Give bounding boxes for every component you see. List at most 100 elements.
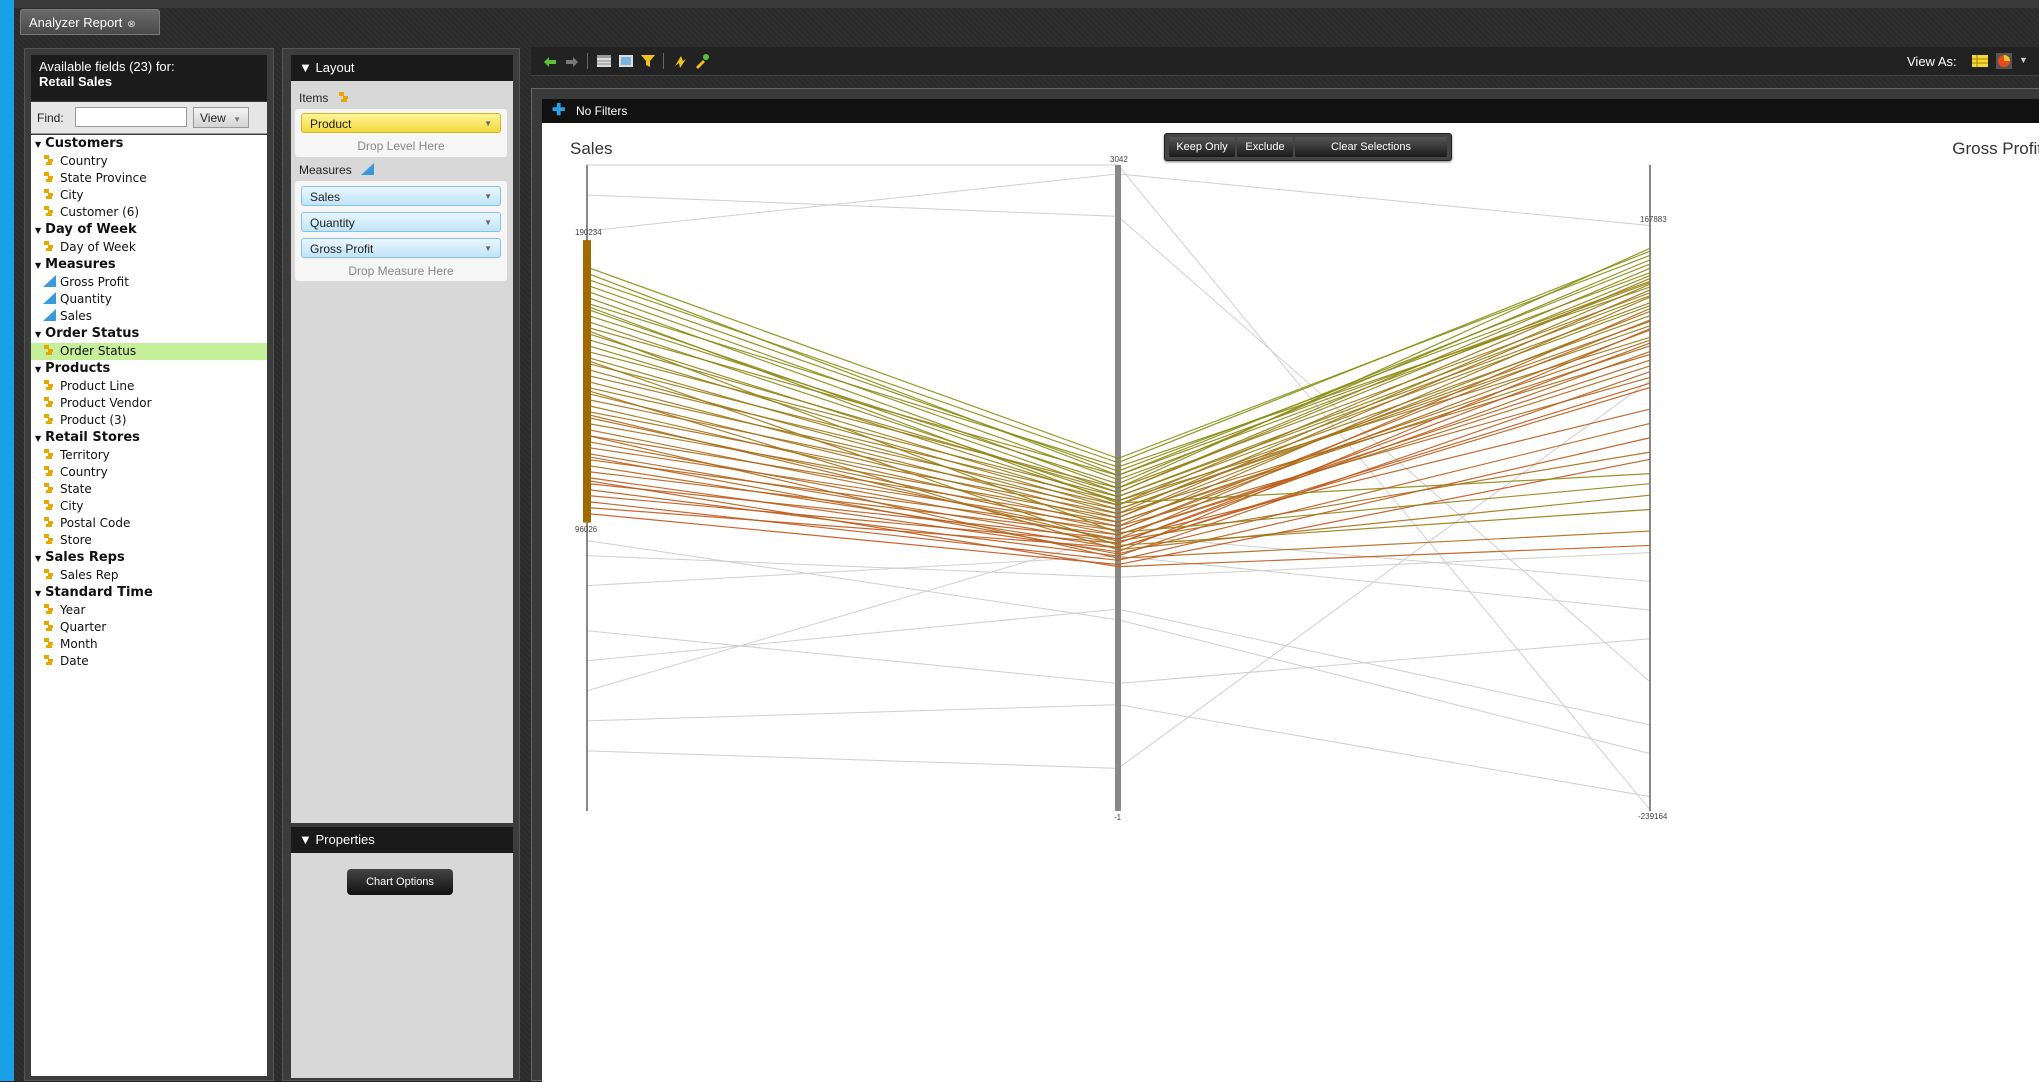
layout-panel: ▼ Layout Items Product ▼ Drop Level Here … — [282, 48, 520, 1081]
field-item[interactable]: Gross Profit — [31, 274, 267, 291]
chevron-down-icon[interactable]: ▼ — [484, 218, 492, 227]
chart-layout-icon[interactable] — [617, 52, 635, 70]
level-icon — [43, 171, 60, 185]
level-icon — [43, 533, 60, 547]
field-item-label: Sales Rep — [60, 568, 119, 582]
field-item[interactable]: Store — [31, 532, 267, 549]
field-item[interactable]: Territory — [31, 447, 267, 464]
field-item[interactable]: Order Status — [31, 343, 267, 360]
clear-selections-button[interactable]: Clear Selections — [1295, 137, 1447, 157]
tree-group[interactable]: ▼ Sales Reps — [31, 549, 267, 567]
field-item[interactable]: Date — [31, 653, 267, 670]
field-item-label: Quantity — [60, 292, 112, 306]
properties-header[interactable]: ▼ Properties — [291, 827, 513, 853]
measures-drop-zone[interactable]: Sales ▼ Quantity ▼ Gross Profit ▼ Drop Meas… — [295, 181, 507, 281]
add-filter-icon[interactable]: ✚ — [552, 102, 566, 119]
chart-options-button[interactable]: Chart Options — [347, 869, 453, 895]
drop-measure-hint: Drop Measure Here — [348, 264, 454, 278]
tree-group[interactable]: ▼ Measures — [31, 256, 267, 274]
field-item[interactable]: City — [31, 187, 267, 204]
gross-profit-max-label: 167883 — [1640, 215, 1667, 225]
data-line — [586, 376, 1651, 527]
chevron-down-icon[interactable]: ▼ — [484, 192, 492, 201]
chart-view-icon[interactable] — [1995, 52, 2013, 70]
field-item[interactable]: Country — [31, 153, 267, 170]
tree-group[interactable]: ▼ Retail Stores — [31, 429, 267, 447]
field-item[interactable]: Day of Week — [31, 239, 267, 256]
data-line — [586, 254, 1651, 460]
level-icon — [43, 205, 60, 219]
parallel-coordinates-chart[interactable]: Keep Only Exclude Clear Selections Sales… — [542, 123, 2039, 1082]
field-item[interactable]: Customer (6) — [31, 204, 267, 221]
find-input[interactable] — [75, 107, 187, 127]
field-item[interactable]: Month — [31, 636, 267, 653]
tree-group[interactable]: ▼ Day of Week — [31, 221, 267, 239]
data-line — [586, 320, 1651, 510]
field-item[interactable]: Year — [31, 602, 267, 619]
field-item[interactable]: Sales Rep — [31, 567, 267, 584]
measure-pill-quantity[interactable]: Quantity ▼ — [301, 212, 501, 232]
fields-header: Available fields (23) for: Retail Sales — [31, 55, 267, 101]
report-tab[interactable]: Analyzer Report ⊗ — [20, 9, 160, 35]
table-view-icon[interactable] — [1971, 52, 1989, 70]
filter-bar[interactable]: ✚ No Filters — [542, 99, 2039, 123]
tree-group-label: Products — [45, 361, 111, 376]
expand-triangle-icon[interactable]: ▼ — [35, 140, 42, 149]
layout-header[interactable]: ▼ Layout — [291, 55, 513, 81]
expand-triangle-icon[interactable]: ▼ — [35, 330, 42, 339]
tools-icon[interactable] — [693, 52, 711, 70]
view-dropdown[interactable]: View ▼ — [193, 107, 249, 128]
measure-pill-gross-profit[interactable]: Gross Profit ▼ — [301, 238, 501, 258]
filter-icon[interactable] — [639, 52, 657, 70]
view-dropdown-label: View — [200, 111, 226, 125]
data-line — [586, 289, 1651, 519]
keep-only-button[interactable]: Keep Only — [1169, 137, 1235, 157]
tree-group[interactable]: ▼ Standard Time — [31, 584, 267, 602]
expand-triangle-icon[interactable]: ▼ — [35, 434, 42, 443]
close-tab-icon[interactable]: ⊗ — [127, 19, 136, 30]
field-item-label: State Province — [60, 171, 147, 185]
chevron-down-icon[interactable]: ▼ — [484, 244, 492, 253]
filter-status: No Filters — [576, 104, 628, 118]
level-pill-product[interactable]: Product ▼ — [301, 113, 501, 133]
data-line — [586, 280, 1651, 476]
field-item[interactable]: Product Line — [31, 378, 267, 395]
level-icon — [43, 620, 60, 634]
field-item[interactable]: Country — [31, 464, 267, 481]
field-item[interactable]: State — [31, 481, 267, 498]
field-item[interactable]: Quarter — [31, 619, 267, 636]
expand-triangle-icon[interactable]: ▼ — [35, 589, 42, 598]
field-item-label: Gross Profit — [60, 275, 129, 289]
table-layout-icon[interactable] — [595, 52, 613, 70]
level-icon — [43, 499, 60, 513]
auto-refresh-icon[interactable] — [671, 52, 689, 70]
field-item[interactable]: Sales — [31, 308, 267, 325]
items-zone-title: Items — [299, 91, 355, 105]
expand-triangle-icon[interactable]: ▼ — [35, 554, 42, 563]
gross-profit-min-label: -239164 — [1638, 811, 1668, 821]
expand-triangle-icon[interactable]: ▼ — [35, 226, 42, 235]
undo-icon[interactable] — [541, 52, 559, 70]
expand-triangle-icon[interactable]: ▼ — [35, 365, 42, 374]
tree-group[interactable]: ▼ Products — [31, 360, 267, 378]
field-item[interactable]: Product Vendor — [31, 395, 267, 412]
exclude-button[interactable]: Exclude — [1237, 137, 1293, 157]
field-item[interactable]: Postal Code — [31, 515, 267, 532]
items-drop-zone[interactable]: Product ▼ Drop Level Here — [295, 109, 507, 157]
redo-icon[interactable] — [563, 52, 581, 70]
tree-group[interactable]: ▼ Customers — [31, 135, 267, 153]
view-as-dropdown-chevron-icon[interactable]: ▼ — [2019, 55, 2028, 65]
tree-group-label: Customers — [45, 136, 124, 151]
quantity-max-label: 3042 — [1110, 155, 1128, 164]
field-item[interactable]: Product (3) — [31, 412, 267, 429]
field-item-label: Date — [60, 654, 89, 668]
field-item[interactable]: State Province — [31, 170, 267, 187]
field-item[interactable]: City — [31, 498, 267, 515]
level-icon — [43, 637, 60, 651]
field-item[interactable]: Quantity — [31, 291, 267, 308]
chevron-down-icon[interactable]: ▼ — [484, 119, 492, 128]
selection-toolbar: Keep Only Exclude Clear Selections — [1164, 133, 1452, 161]
measure-pill-sales[interactable]: Sales ▼ — [301, 186, 501, 206]
expand-triangle-icon[interactable]: ▼ — [35, 261, 42, 270]
tree-group[interactable]: ▼ Order Status — [31, 325, 267, 343]
